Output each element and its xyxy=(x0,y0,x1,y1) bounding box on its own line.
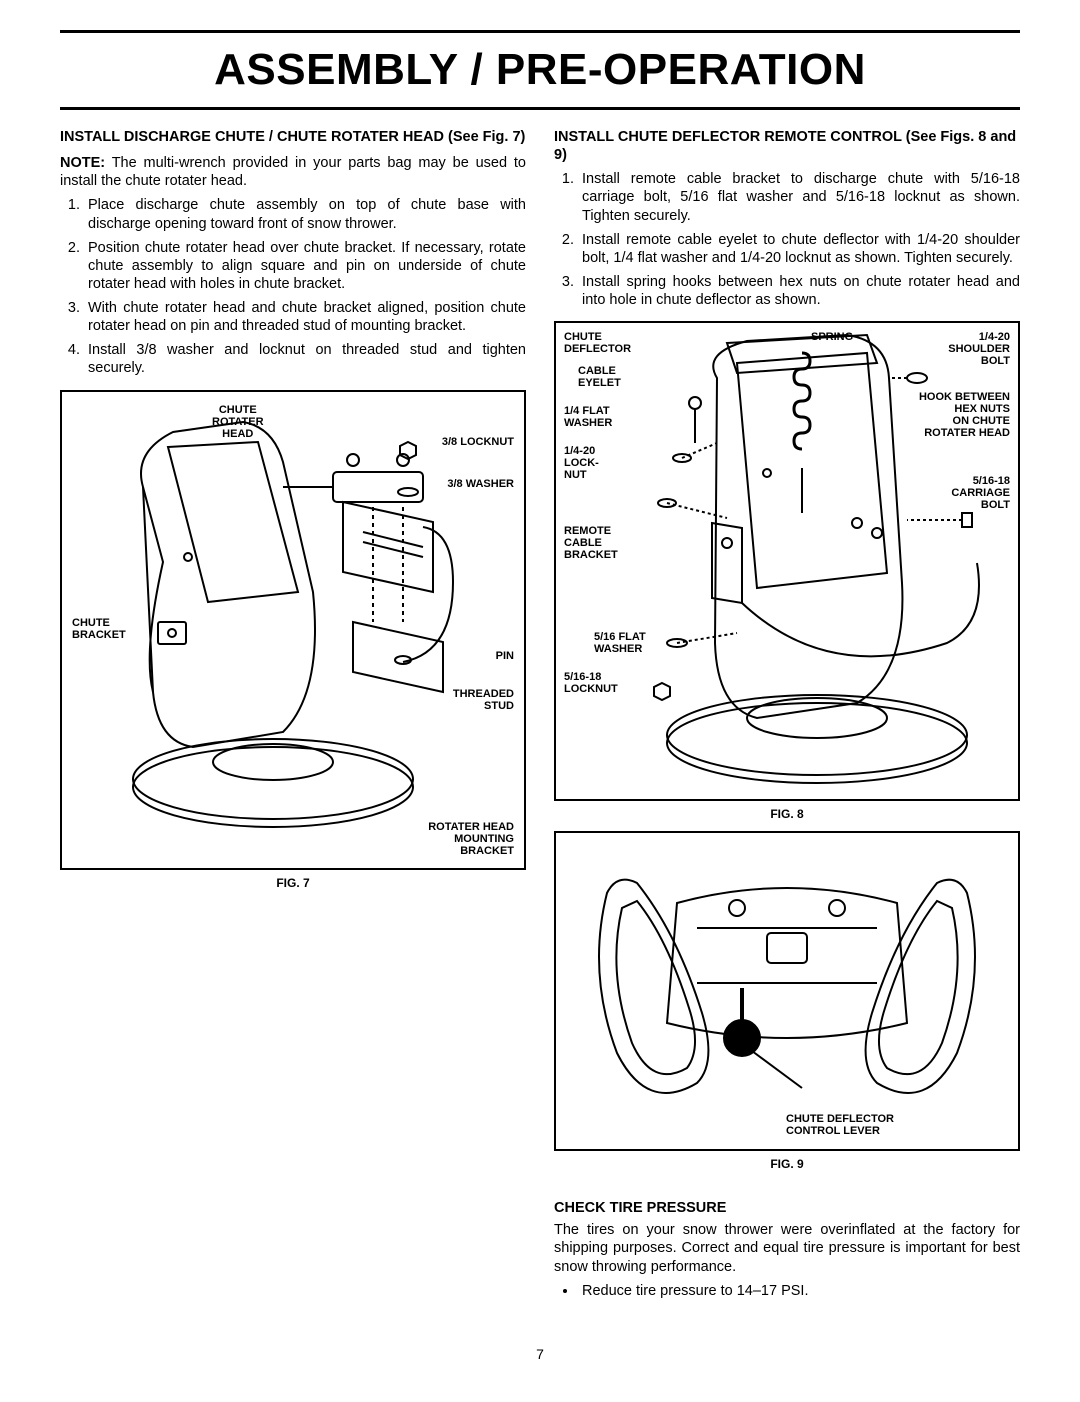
right-section-heading: INSTALL CHUTE DEFLECTOR REMOTE CONTROL (… xyxy=(554,128,1020,164)
figure-9-box: CHUTE DEFLECTOR CONTROL LEVER xyxy=(554,831,1020,1151)
figure-7-caption: FIG. 7 xyxy=(60,876,526,890)
step-item: Install remote cable eyelet to chute def… xyxy=(578,231,1020,267)
two-column-layout: INSTALL DISCHARGE CHUTE / CHUTE ROTATER … xyxy=(60,128,1020,1306)
fig8-label-14-locknut: 1/4-20 LOCK- NUT xyxy=(564,445,599,481)
right-steps-list: Install remote cable bracket to discharg… xyxy=(554,170,1020,309)
tire-bullets: Reduce tire pressure to 14–17 PSI. xyxy=(554,1282,1020,1300)
fig7-label-chute-bracket: CHUTE BRACKET xyxy=(72,617,126,641)
figure-9-diagram xyxy=(556,833,1018,1149)
tire-heading: CHECK TIRE PRESSURE xyxy=(554,1199,1020,1217)
step-item: Install spring hooks between hex nuts on… xyxy=(578,273,1020,309)
fig8-label-hook-between: HOOK BETWEEN HEX NUTS ON CHUTE ROTATER H… xyxy=(919,391,1010,439)
note-text: The multi-wrench provided in your parts … xyxy=(60,155,526,189)
fig8-label-516-locknut: 5/16-18 LOCKNUT xyxy=(564,671,618,695)
fig8-label-spring: SPRING xyxy=(811,331,853,343)
note-paragraph: NOTE: The multi-wrench provided in your … xyxy=(60,154,526,190)
fig8-label-chute-deflector: CHUTE DEFLECTOR xyxy=(564,331,631,355)
page-title: ASSEMBLY / PRE-OPERATION xyxy=(60,41,1020,99)
step-item: With chute rotater head and chute bracke… xyxy=(84,299,526,335)
fig8-label-shoulder-bolt: 1/4-20 SHOULDER BOLT xyxy=(948,331,1010,367)
bullet-item: Reduce tire pressure to 14–17 PSI. xyxy=(578,1282,1020,1300)
left-steps-list: Place discharge chute assembly on top of… xyxy=(60,196,526,377)
step-item: Install 3/8 washer and locknut on thread… xyxy=(84,341,526,377)
left-section-heading: INSTALL DISCHARGE CHUTE / CHUTE ROTATER … xyxy=(60,128,526,146)
fig7-label-chute-rotater-head: CHUTE ROTATER HEAD xyxy=(212,404,264,440)
note-label: NOTE: xyxy=(60,155,105,171)
fig7-label-pin: PIN xyxy=(496,650,514,662)
fig8-label-14-flat-washer: 1/4 FLAT WASHER xyxy=(564,405,612,429)
fig7-label-mounting-bracket: ROTATER HEAD MOUNTING BRACKET xyxy=(428,821,514,857)
fig8-label-carriage-bolt: 5/16-18 CARRIAGE BOLT xyxy=(951,475,1010,511)
fig8-label-516-flat-washer: 5/16 FLAT WASHER xyxy=(594,631,646,655)
figure-8-caption: FIG. 8 xyxy=(554,807,1020,821)
figure-7-box: CHUTE ROTATER HEAD 3/8 LOCKNUT 3/8 WASHE… xyxy=(60,390,526,870)
fig8-label-remote-cable-bracket: REMOTE CABLE BRACKET xyxy=(564,525,618,561)
page-number: 7 xyxy=(60,1346,1020,1362)
top-rule xyxy=(60,30,1020,33)
step-item: Install remote cable bracket to discharg… xyxy=(578,170,1020,224)
figure-9-caption: FIG. 9 xyxy=(554,1157,1020,1171)
figure-7-diagram xyxy=(62,392,524,868)
tire-paragraph: The tires on your snow thrower were over… xyxy=(554,1221,1020,1275)
fig7-label-threaded-stud: THREADED STUD xyxy=(453,688,514,712)
figure-8-box: CHUTE DEFLECTOR CABLE EYELET 1/4 FLAT WA… xyxy=(554,321,1020,801)
step-item: Place discharge chute assembly on top of… xyxy=(84,196,526,232)
fig7-label-locknut: 3/8 LOCKNUT xyxy=(442,436,514,448)
left-column: INSTALL DISCHARGE CHUTE / CHUTE ROTATER … xyxy=(60,128,526,1306)
right-column: INSTALL CHUTE DEFLECTOR REMOTE CONTROL (… xyxy=(554,128,1020,1306)
bottom-rule xyxy=(60,107,1020,110)
fig7-label-washer: 3/8 WASHER xyxy=(447,478,514,490)
fig9-label-control-lever: CHUTE DEFLECTOR CONTROL LEVER xyxy=(786,1113,894,1137)
step-item: Position chute rotater head over chute b… xyxy=(84,239,526,293)
fig8-label-cable-eyelet: CABLE EYELET xyxy=(578,365,621,389)
